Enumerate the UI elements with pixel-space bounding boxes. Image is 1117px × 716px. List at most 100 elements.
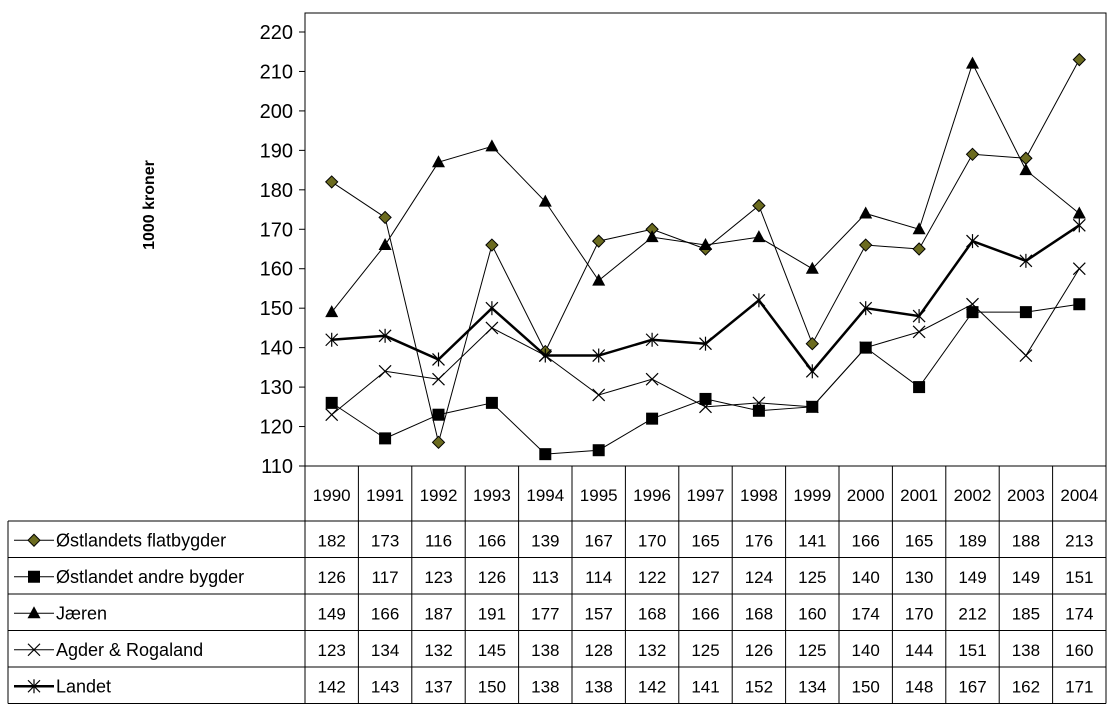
x-marker-stroke — [912, 325, 926, 339]
x-marker-stroke — [1072, 262, 1086, 276]
x-tick-label: 2000 — [847, 486, 885, 505]
series-lines — [324, 52, 1087, 461]
data-table-cell: 138 — [1012, 641, 1040, 660]
data-table-cell: 113 — [532, 568, 559, 587]
x-tick-label: 1995 — [580, 486, 618, 505]
data-table-cell: 149 — [958, 568, 986, 587]
x-tick-label: 1999 — [793, 486, 831, 505]
series-name-label: Jæren — [56, 603, 107, 623]
x-marker-stroke — [592, 388, 606, 402]
data-table-cell: 125 — [798, 568, 826, 587]
y-tick-label: 220 — [260, 22, 293, 44]
y-tick-label: 200 — [260, 101, 293, 123]
data-table-cell: 141 — [691, 677, 719, 696]
data-table-cell: 140 — [852, 568, 880, 587]
x-tick-label: 1992 — [420, 486, 458, 505]
x-tick-label: 2004 — [1060, 486, 1098, 505]
data-table-cell: 189 — [958, 531, 986, 550]
x-marker-stroke — [325, 408, 339, 422]
triangle-marker — [752, 230, 766, 243]
data-table-cell: 123 — [424, 568, 452, 587]
data-table-cell: 151 — [1065, 568, 1093, 587]
data-table-cell: 123 — [318, 641, 346, 660]
data-table-cell: 166 — [852, 531, 880, 550]
data-table-cell: 126 — [478, 568, 506, 587]
data-table-cell: 168 — [745, 604, 773, 623]
diamond-marker — [431, 435, 446, 450]
data-table-cell: 170 — [905, 604, 933, 623]
square-marker — [539, 448, 552, 461]
x-marker-stroke — [1019, 349, 1033, 362]
data-table-cell: 132 — [638, 641, 666, 660]
data-table-cell: 173 — [371, 531, 399, 550]
data-table-cell: 171 — [1065, 677, 1093, 696]
data-table-cell: 151 — [958, 641, 986, 660]
triangle-marker — [485, 139, 499, 152]
y-tick-label: 160 — [260, 259, 293, 281]
diamond-marker — [858, 238, 873, 252]
data-table-cell: 137 — [424, 677, 452, 696]
y-tick-label: 120 — [260, 417, 293, 439]
data-table-cell: 134 — [798, 677, 826, 696]
diamond-marker — [485, 238, 499, 252]
series-name-label: Østlandet andre bygder — [56, 567, 244, 587]
data-table-cell: 176 — [745, 531, 773, 550]
x-tick-label: 1990 — [313, 486, 351, 505]
data-table-cell: 132 — [424, 641, 452, 660]
data-table-cell: 167 — [958, 677, 986, 696]
y-tick-label: 110 — [261, 456, 293, 478]
legend-key-x — [14, 643, 54, 657]
square-marker — [966, 306, 979, 319]
diamond-marker — [1072, 52, 1087, 67]
triangle-marker — [966, 56, 979, 69]
data-table-cell: 157 — [585, 604, 613, 623]
x-tick-label: 1993 — [473, 486, 511, 505]
y-axis-label: 1000 kroner — [141, 160, 158, 250]
data-table-cell: 122 — [638, 568, 666, 587]
series-name-label: Østlandets flatbygder — [56, 530, 226, 550]
square-marker — [646, 412, 659, 425]
data-table-cell: 185 — [1012, 604, 1040, 623]
square-marker — [913, 381, 926, 394]
y-tick-label: 190 — [260, 140, 293, 162]
x-marker-stroke — [699, 400, 712, 414]
x-marker-stroke — [752, 396, 766, 410]
plot-frame — [304, 12, 1107, 467]
square-marker — [28, 570, 40, 583]
x-marker-stroke — [805, 400, 819, 414]
x-tick-label: 2003 — [1007, 486, 1045, 505]
data-table-cell: 165 — [905, 531, 933, 550]
x-marker-stroke — [27, 643, 41, 657]
data-table-cell: 213 — [1065, 531, 1093, 550]
triangle-marker — [432, 155, 445, 168]
square-marker — [432, 408, 445, 421]
data-table-cell: 182 — [318, 531, 346, 550]
data-table-cell: 149 — [318, 604, 346, 623]
data-table-cell: 160 — [1065, 641, 1093, 660]
triangle-marker — [859, 206, 873, 219]
data-table-cell: 174 — [852, 604, 880, 623]
triangle-marker — [912, 222, 926, 235]
diamond-marker — [912, 242, 926, 256]
data-table-cell: 142 — [638, 677, 666, 696]
triangle-marker — [1019, 163, 1033, 176]
y-tick-label: 150 — [260, 298, 293, 320]
diamond-marker — [805, 336, 820, 351]
square-marker — [752, 404, 765, 417]
data-table-cell: 170 — [638, 531, 666, 550]
data-table-cell: 138 — [531, 677, 559, 696]
data-table-cell: 188 — [1012, 531, 1040, 550]
data-table-cell: 125 — [691, 641, 719, 660]
data-table-cell: 125 — [798, 641, 826, 660]
triangle-marker — [325, 305, 339, 318]
data-table-cell: 126 — [318, 568, 346, 587]
x-marker-stroke — [645, 372, 659, 386]
data-table-cell: 134 — [371, 641, 399, 660]
x-marker-stroke — [966, 297, 979, 311]
data-table-cell: 126 — [745, 641, 773, 660]
x-marker-stroke — [859, 341, 873, 355]
data-table-cell: 141 — [798, 531, 826, 550]
data-table-cell: 174 — [1065, 604, 1093, 623]
data-table-cell: 148 — [905, 677, 933, 696]
